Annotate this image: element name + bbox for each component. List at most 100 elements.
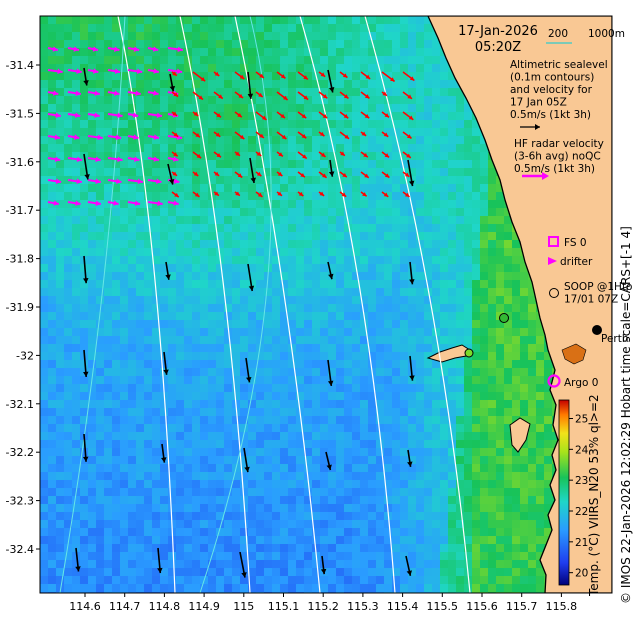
velocity-arrowhead (319, 131, 325, 137)
velocity-arrowhead (75, 566, 81, 572)
velocity-arrowhead (97, 134, 103, 141)
velocity-arrowhead (73, 46, 79, 52)
x-tick-label: 115.6 (466, 600, 498, 613)
velocity-arrowhead (364, 173, 369, 178)
x-tick-label: 115.1 (268, 600, 300, 613)
velocity-arrowhead (83, 80, 89, 86)
velocity-arrowhead (364, 94, 370, 99)
velocity-arrowhead (195, 133, 200, 138)
velocity-arrowhead (343, 114, 349, 119)
velocity-arrowhead (52, 90, 59, 96)
isobath (199, 16, 272, 593)
velocity-arrowhead (161, 457, 167, 463)
velocity-arrowhead (406, 153, 411, 158)
velocity-arrowhead (383, 132, 389, 137)
velocity-arrowhead (92, 46, 99, 52)
colorbar-tick-label: 22 (575, 506, 588, 518)
y-tick-label: -31.8 (6, 253, 34, 266)
x-tick-label: 115.5 (427, 600, 459, 613)
velocity-arrowhead (84, 174, 90, 180)
velocity-arrowhead (239, 74, 245, 79)
colorbar-tick-label: 24 (575, 444, 589, 456)
velocity-arrowhead (280, 113, 286, 119)
velocity-arrowhead (198, 95, 203, 100)
velocity-arrowhead (74, 112, 81, 118)
fs-label: FS 0 (564, 237, 587, 249)
x-tick-label: 115 (233, 600, 254, 613)
y-axis-ticks: -31.4 -31.5 -31.6 -31.7 -31.8 -31.9 -32 -32.1 -3… (6, 59, 40, 556)
velocity-arrowhead (133, 134, 139, 140)
isobath (59, 16, 126, 593)
velocity-arrowhead (328, 87, 335, 93)
velocity-arrowhead (57, 68, 63, 75)
velocity-arrowhead (76, 178, 82, 185)
velocity-arrowhead (257, 192, 263, 197)
velocity-arrowhead (340, 151, 345, 156)
velocity-arrowhead (246, 377, 252, 383)
velocity-arrowhead (157, 567, 163, 574)
velocity-arrowhead (247, 93, 254, 99)
velocity-arrowhead (301, 134, 307, 139)
velocity-arrowhead (281, 134, 287, 139)
x-tick-label: 114.6 (69, 600, 101, 613)
x-tick-label: 114.7 (109, 600, 141, 613)
velocity-arrowhead (163, 369, 169, 375)
velocity-arrowhead (239, 134, 245, 139)
velocity-arrowhead (235, 191, 240, 196)
map-frame (39, 15, 613, 594)
velocity-arrowhead (235, 151, 240, 156)
colorbar-ticks: 20 21 22 23 24 25 (569, 414, 589, 580)
velocity-arrowhead (256, 171, 262, 177)
velocity-arrowhead (94, 90, 100, 96)
velocity-arrowhead (153, 134, 159, 140)
velocity-arrowhead (328, 171, 335, 177)
velocity-arrowhead (343, 94, 349, 99)
velocity-arrowhead (53, 200, 59, 206)
velocity-arrowhead (193, 111, 199, 116)
velocity-arrowhead (409, 375, 415, 381)
velocity-arrowhead (168, 179, 175, 185)
velocity-arrowhead (200, 76, 206, 82)
velocity-arrowhead (283, 95, 288, 100)
y-tick-label: -31.6 (6, 156, 34, 169)
velocity-arrowhead (75, 90, 81, 96)
sealevel-contour (179, 16, 251, 593)
y-tick-label: -32.3 (6, 495, 34, 508)
velocity-arrowhead (153, 90, 159, 96)
velocity-arrowhead (172, 171, 177, 176)
velocity-arrowhead (214, 171, 220, 176)
velocity-arrowhead (113, 200, 119, 206)
velocity-arrowhead (153, 156, 159, 162)
garden-island (509, 417, 531, 453)
velocity-arrowhead (95, 200, 101, 206)
velocity-arrowhead (216, 113, 221, 118)
velocity-arrowhead (322, 173, 327, 178)
velocity-arrowhead (261, 115, 267, 120)
velocity-arrowhead (214, 191, 219, 196)
velocity-arrowhead (250, 177, 256, 183)
velocity-arrowhead (55, 178, 62, 184)
colorbar-tick-label: 20 (575, 568, 588, 580)
velocity-arrowhead (216, 153, 221, 158)
velocity-arrowhead (174, 192, 179, 198)
velocity-arrowhead (364, 113, 370, 119)
velocity-arrowhead (152, 46, 159, 52)
velocity-arrowhead (390, 77, 395, 82)
velocity-arrowhead (362, 192, 367, 197)
velocity-arrowhead (94, 112, 100, 118)
legend-line: 0.5m/s (1kt 3h) (514, 163, 595, 175)
velocity-arrowhead (344, 134, 350, 139)
legend-line: Altimetric sealevel (510, 59, 608, 71)
velocity-arrowhead (55, 112, 61, 118)
velocity-arrowhead (173, 156, 179, 162)
legend-line: (0.1m contours) (510, 72, 594, 84)
velocity-arrowhead (176, 68, 183, 75)
y-tick-label: -32 (16, 349, 34, 362)
velocity-arrowhead (406, 134, 412, 139)
velocity-arrowhead (173, 178, 180, 184)
velocity-arrowhead (258, 92, 263, 98)
velocity-arrowhead (196, 153, 202, 159)
argo-marker (547, 374, 561, 388)
